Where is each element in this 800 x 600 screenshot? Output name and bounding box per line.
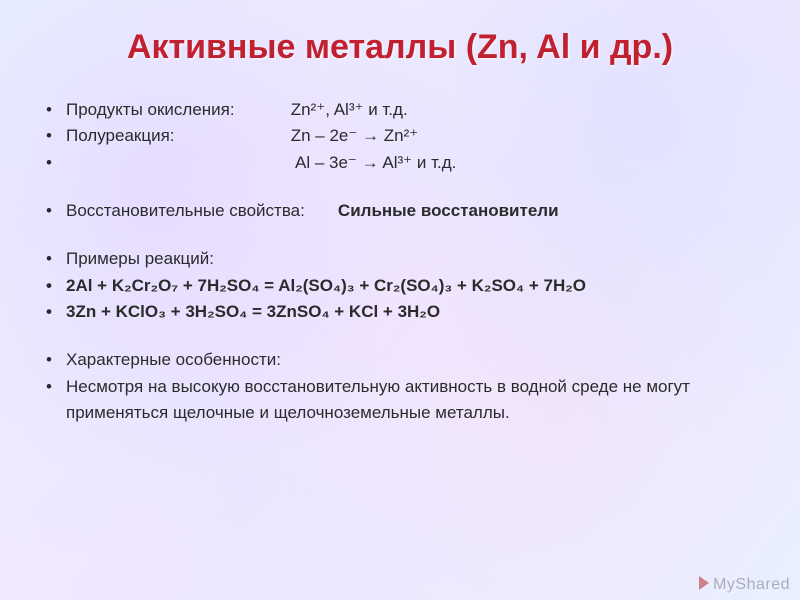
slide-title: Активные металлы (Zn, Al и др.) [40, 28, 760, 67]
features-label: Характерные особенности: [66, 350, 281, 369]
products-value: Zn²⁺, Al³⁺ и т.д. [291, 100, 408, 119]
halfreaction-zn-value: Zn – 2e⁻ → Zn²⁺ [291, 126, 419, 145]
features-text: Несмотря на высокую восстановительную ак… [66, 377, 690, 422]
watermark: MyShared [699, 576, 790, 594]
reducing-props-label: Восстановительные свойства: [66, 201, 305, 220]
reaction-1: 2Al + K₂Cr₂O₇ + 7H₂SO₄ = Al₂(SO₄)₃ + Cr₂… [66, 276, 586, 295]
slide: Активные металлы (Zn, Al и др.) Продукты… [0, 0, 800, 600]
products-label: Продукты окисления: [66, 97, 286, 123]
halfreaction-al-value: Al – 3e⁻ → Al³⁺ и т.д. [66, 153, 456, 172]
line-reducing-props: Восстановительные свойства: Сильные восс… [62, 198, 760, 224]
line-examples-label: Примеры реакций: [62, 246, 760, 272]
bullet-list: Продукты окисления: Zn²⁺, Al³⁺ и т.д. По… [40, 97, 760, 426]
examples-label: Примеры реакций: [66, 249, 214, 268]
line-features-label: Характерные особенности: [62, 347, 760, 373]
line-reaction-1: 2Al + K₂Cr₂O₇ + 7H₂SO₄ = Al₂(SO₄)₃ + Cr₂… [62, 273, 760, 299]
halfreaction-label: Полуреакция: [66, 123, 286, 149]
reducing-props-value: Сильные восстановители [338, 201, 559, 220]
line-products: Продукты окисления: Zn²⁺, Al³⁺ и т.д. [62, 97, 760, 123]
line-halfreaction-al: Al – 3e⁻ → Al³⁺ и т.д. [62, 150, 760, 176]
reaction-2: 3Zn + KClO₃ + 3H₂SO₄ = 3ZnSO₄ + KCl + 3H… [66, 302, 440, 321]
line-features-text: Несмотря на высокую восстановительную ак… [62, 374, 760, 427]
watermark-text: MyShared [713, 576, 790, 593]
line-halfreaction-zn: Полуреакция: Zn – 2e⁻ → Zn²⁺ [62, 123, 760, 149]
play-icon [699, 576, 709, 590]
line-reaction-2: 3Zn + KClO₃ + 3H₂SO₄ = 3ZnSO₄ + KCl + 3H… [62, 299, 760, 325]
